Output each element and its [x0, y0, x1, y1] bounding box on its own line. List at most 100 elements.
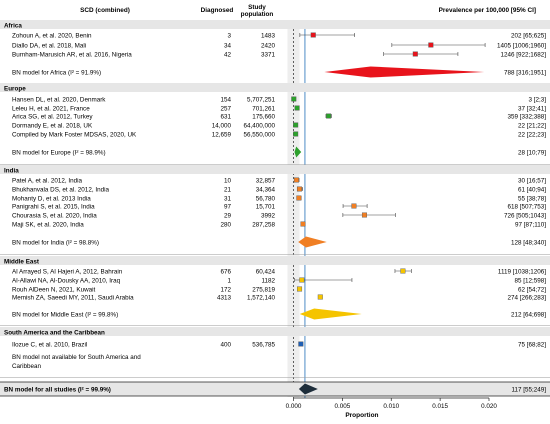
- x-tick-label: 0.020: [481, 403, 497, 410]
- point-estimate-marker: [298, 341, 304, 347]
- group-header: Europe: [4, 86, 26, 93]
- study-population: 1483: [261, 32, 276, 39]
- study-label: Memish ZA, Saeedi MY, 2011, Saudi Arabia: [12, 294, 134, 301]
- group-header: India: [4, 168, 19, 175]
- x-tick-label: 0.015: [432, 403, 448, 410]
- study-label: Compiled by Mark Foster MDSAS, 2020, UK: [12, 131, 137, 138]
- overall-label: BN model for all studies (I² = 99.9%): [4, 386, 111, 393]
- model-note-line1: BN model not available for South America…: [12, 354, 141, 361]
- overall-band: [0, 382, 550, 396]
- header-population-line1: Study: [248, 4, 266, 11]
- prevalence-value: 55 [38;78]: [518, 195, 546, 202]
- study-label: Al Arrayed S, Al Hajeri A, 2012, Bahrain: [12, 268, 123, 275]
- x-axis-label: Proportion: [345, 412, 378, 419]
- group-header: South America and the Caribbean: [4, 330, 105, 337]
- header-study: SCD (combined): [80, 7, 130, 14]
- model-label: BN model for Europe (I² = 98.9%): [12, 149, 106, 156]
- point-estimate-marker: [361, 212, 367, 218]
- prevalence-value: 22 [21;22]: [518, 122, 546, 129]
- prevalence-value: 1405 [1006;1960]: [497, 42, 546, 49]
- prevalence-value: 61 [40;94]: [518, 186, 546, 193]
- point-estimate-marker: [317, 294, 323, 300]
- model-diamond: [294, 146, 302, 158]
- prevalence-value: 1119 [1038;1206]: [498, 268, 546, 275]
- header-background: [0, 0, 550, 20]
- point-estimate-marker: [351, 203, 357, 209]
- model-value: 788 [316;1951]: [504, 69, 546, 76]
- study-population: 56,780: [256, 195, 276, 202]
- prevalence-value: 75 [68;82]: [518, 341, 546, 348]
- study-label: Burnham-Marusich AR, et al. 2016, Nigeri…: [12, 51, 132, 58]
- prevalence-value: 1246 [922;1682]: [500, 51, 546, 58]
- study-population: 536,785: [252, 341, 275, 348]
- x-tick-label: 0.005: [334, 403, 350, 410]
- point-estimate-marker: [412, 51, 418, 57]
- point-estimate-marker: [297, 286, 303, 292]
- study-label: Arica SG, et al. 2012, Turkey: [12, 113, 93, 120]
- study-label: Hansen DL, et al. 2020, Denmark: [12, 96, 106, 103]
- study-diagnosed: 257: [220, 105, 231, 112]
- prevalence-value: 274 [266;283]: [507, 294, 546, 301]
- study-diagnosed: 3: [227, 32, 231, 39]
- x-tick-label: 0.010: [383, 403, 399, 410]
- forest-rows: Africa Zohoun A, et al. 2020, Benin 3 1483 2…: [0, 20, 550, 398]
- point-estimate-marker: [293, 177, 299, 183]
- group-band: [0, 327, 550, 336]
- model-diamond: [298, 236, 327, 248]
- study-population: 1182: [261, 277, 275, 284]
- study-diagnosed: 631: [220, 113, 231, 120]
- study-population: 175,660: [252, 113, 275, 120]
- model-diamond: [299, 308, 362, 320]
- study-population: 2420: [261, 42, 276, 49]
- point-estimate-marker: [300, 221, 306, 227]
- study-label: Chourasia S, et al. 2020, India: [12, 212, 97, 219]
- group-band: [0, 256, 550, 265]
- point-estimate-marker: [293, 131, 299, 137]
- prevalence-value: 62 [54;72]: [518, 286, 546, 293]
- prevalence-value: 202 [65;625]: [511, 32, 546, 39]
- study-diagnosed: 280: [220, 221, 231, 228]
- prevalence-value: 618 [507;753]: [507, 203, 546, 210]
- overall-value: 117 [55;249]: [511, 386, 546, 393]
- study-population: 5,707,251: [247, 96, 276, 103]
- study-population: 64,400,000: [243, 122, 275, 129]
- model-value: 28 [10;79]: [518, 149, 546, 156]
- study-label: Dormandy E, et al. 2018, UK: [12, 122, 93, 129]
- study-population: 34,364: [256, 186, 276, 193]
- prevalence-value: 97 [87;110]: [515, 221, 546, 228]
- study-label: Diallo DA, et al. 2018, Mali: [12, 42, 86, 49]
- point-estimate-marker: [400, 268, 406, 274]
- table-header: SCD (combined) Diagnosed Study populatio…: [0, 0, 550, 21]
- prevalence-value: 37 [32;41]: [518, 105, 546, 112]
- point-estimate-marker: [428, 42, 434, 48]
- point-estimate-marker: [326, 113, 332, 119]
- overall-diamond: [298, 383, 318, 395]
- model-value: 128 [48;340]: [511, 239, 546, 246]
- prevalence-value: 30 [16;57]: [518, 177, 546, 184]
- study-diagnosed: 172: [220, 286, 231, 293]
- model-value: 212 [64;698]: [511, 311, 546, 318]
- study-label: Bhukhanvala DS, et al. 2012, India: [12, 186, 109, 193]
- study-population: 701,261: [252, 105, 275, 112]
- study-label: Leleu H, et al. 2021, France: [12, 105, 90, 112]
- model-label: BN model for India (I² = 98.8%): [12, 239, 99, 246]
- group-band: [0, 83, 550, 92]
- group-header: Middle East: [4, 259, 40, 266]
- study-diagnosed: 1: [227, 277, 231, 284]
- prevalence-value: 359 [332;388]: [507, 113, 546, 120]
- study-population: 3992: [261, 212, 276, 219]
- study-label: Patel A, et al. 2012, India: [12, 177, 83, 184]
- point-estimate-marker: [294, 105, 300, 111]
- study-label: Al-Allawi NA, Al-Dousky AA, 2010, Iraq: [12, 277, 121, 284]
- header-population-line2: population: [241, 11, 274, 18]
- study-population: 56,550,000: [243, 131, 275, 138]
- study-population: 287,258: [252, 221, 275, 228]
- point-estimate-marker: [296, 195, 302, 201]
- study-population: 3371: [261, 51, 276, 58]
- study-diagnosed: 12,659: [212, 131, 232, 138]
- study-population: 1,572,140: [247, 294, 276, 301]
- study-diagnosed: 10: [224, 177, 232, 184]
- study-label: Maji SK, et al. 2020, India: [12, 221, 84, 228]
- study-diagnosed: 14,000: [212, 122, 232, 129]
- study-population: 60,424: [256, 268, 276, 275]
